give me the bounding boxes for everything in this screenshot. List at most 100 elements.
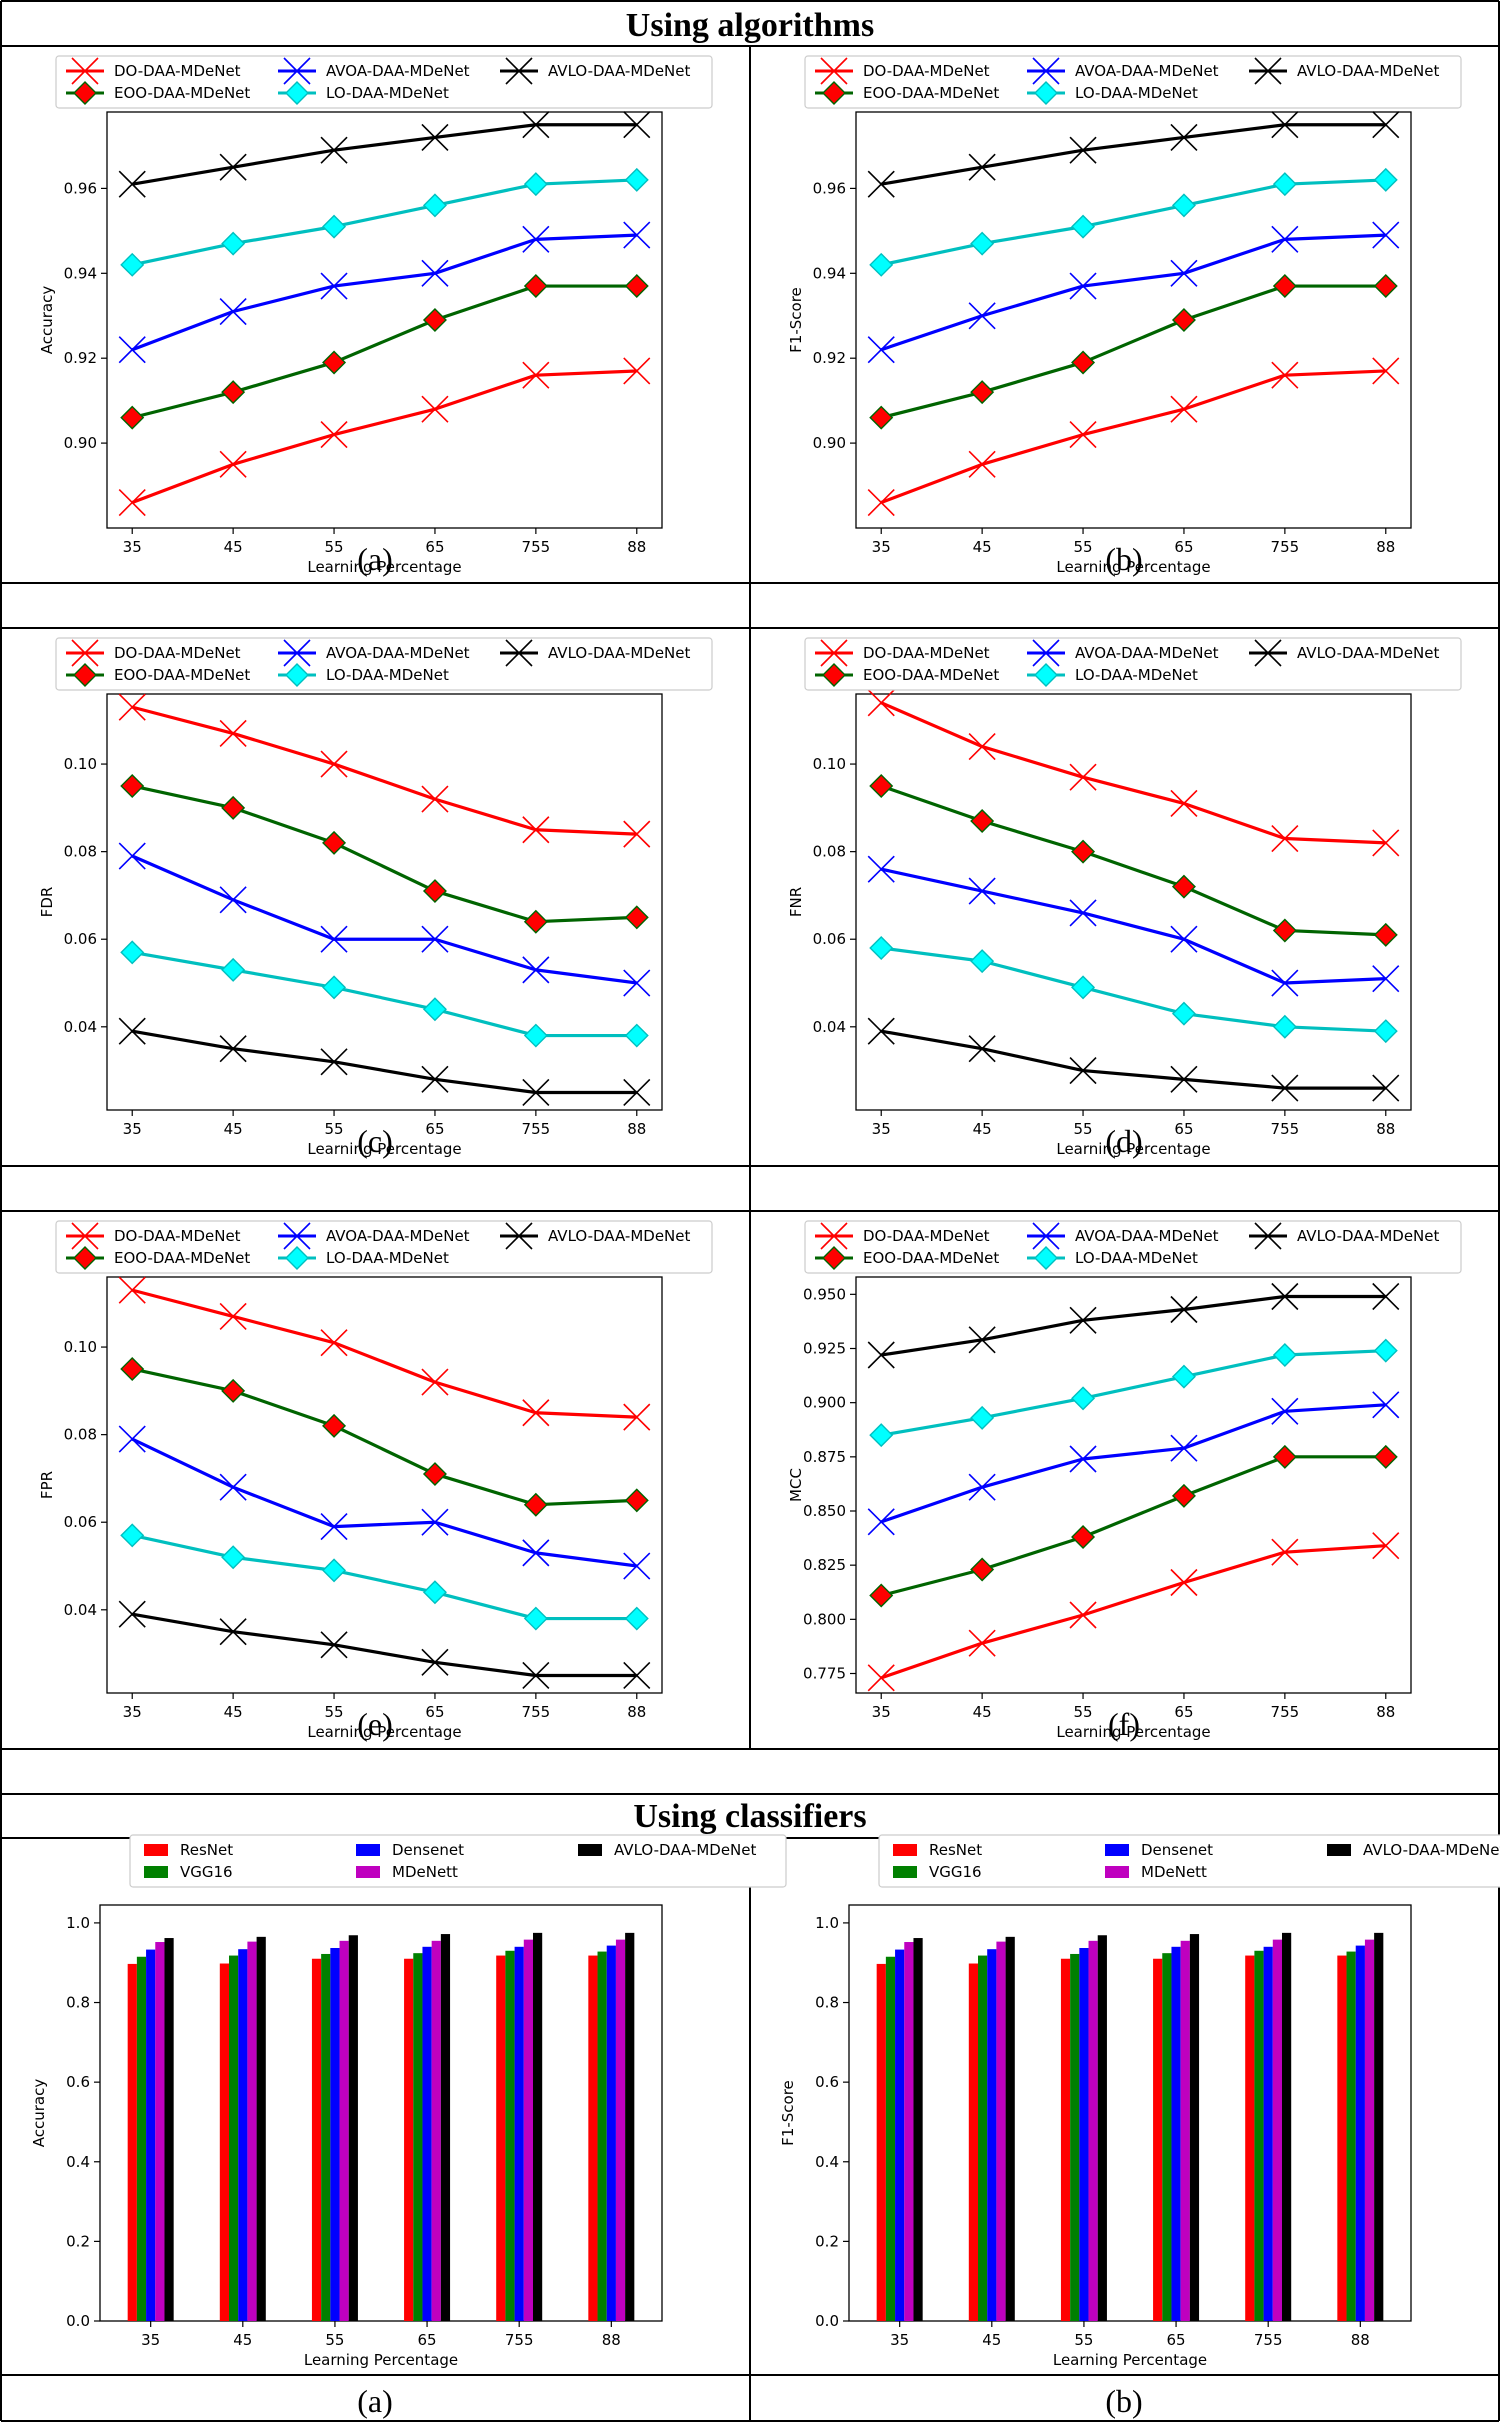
x-tick-label: 45 (973, 1120, 992, 1138)
legend-marker (1254, 639, 1282, 667)
bar (1005, 1936, 1015, 2321)
legend-box (55, 637, 713, 691)
bar (913, 1938, 923, 2321)
legend-label: MDeNett (392, 1863, 458, 1881)
bar (904, 1942, 914, 2321)
series-marker (1373, 167, 1398, 192)
x-tick-label: 45 (224, 1703, 243, 1721)
series-marker (522, 111, 550, 139)
bar (625, 1932, 635, 2321)
legend-swatch (1105, 1866, 1129, 1878)
x-tick-label: 35 (141, 2331, 160, 2349)
series-marker (869, 773, 894, 798)
series-marker (422, 193, 447, 218)
bar (256, 1936, 266, 2321)
legend-marker (820, 57, 848, 85)
series-marker (118, 693, 146, 721)
bar (1337, 1955, 1347, 2321)
bar (1088, 1940, 1098, 2321)
plot-area (99, 1904, 663, 2322)
series-marker (1171, 308, 1196, 332)
series-marker (869, 252, 894, 277)
series-marker (320, 750, 348, 778)
series-marker (118, 842, 146, 870)
series-marker (221, 1378, 246, 1403)
series-marker (118, 1425, 146, 1453)
series-marker (422, 1462, 447, 1487)
legend-label: ResNet (180, 1841, 233, 1859)
x-tick-label: 88 (1376, 1120, 1395, 1138)
series-marker (1272, 1444, 1297, 1469)
legend-marker (285, 1246, 309, 1270)
series-line (880, 784, 1386, 937)
legend-marker (71, 1222, 99, 1250)
legend-label: AVOA-DAA-MDeNet (326, 62, 470, 80)
series-marker (1069, 1601, 1097, 1629)
y-tick-label: 0.4 (815, 2153, 839, 2171)
bar (136, 1956, 147, 2321)
series-marker (523, 1606, 548, 1631)
y-tick-label: 0.90 (813, 434, 846, 452)
x-axis-label: Learning Percentage (1053, 2351, 1207, 2369)
x-tick-label: 55 (324, 538, 343, 556)
series-marker (867, 488, 895, 517)
x-tick-label: 65 (418, 2331, 437, 2349)
legend-label: VGG16 (929, 1863, 982, 1881)
series-marker (320, 1329, 348, 1357)
y-tick-label: 0.850 (803, 1502, 846, 1520)
bar (1355, 1945, 1365, 2321)
x-tick-label: 755 (1271, 1703, 1300, 1721)
legend-marker (283, 1222, 311, 1250)
series-marker (1372, 357, 1400, 385)
legend-marker (71, 57, 99, 85)
y-axis-label: F1-Score (787, 287, 805, 353)
series-line (131, 950, 637, 1038)
chart-alg-f: 0.775 0.800 0.825 0.850 0.875 0.900 0.925 0.950… (787, 1220, 1462, 1742)
series-marker (322, 830, 347, 855)
legend-marker (1034, 81, 1058, 105)
series-line (131, 1029, 637, 1095)
legend-label: LO-DAA-MDeNet (1075, 84, 1198, 102)
series-marker (1372, 965, 1400, 993)
series-marker (869, 935, 894, 960)
bar (1060, 1958, 1071, 2321)
series-marker (624, 274, 649, 299)
x-tick-label: 35 (123, 538, 142, 556)
series-marker (421, 259, 449, 287)
legend-label: AVOA-DAA-MDeNet (326, 1227, 470, 1245)
bar (1097, 1935, 1107, 2321)
series-marker (422, 879, 447, 904)
series-marker (970, 809, 995, 833)
series-marker (1170, 1295, 1198, 1324)
x-axis-label: Learning Percentage (1056, 558, 1210, 576)
legend-marker (820, 639, 848, 667)
legend-marker (505, 639, 533, 667)
series-marker (968, 1473, 996, 1501)
legend-label: AVLO-DAA-MDeNet (548, 62, 691, 80)
legend-marker (1032, 1222, 1060, 1250)
legend-box (804, 637, 1462, 691)
x-tick-label: 35 (123, 1703, 142, 1721)
legend-label: VGG16 (180, 1863, 233, 1881)
series-line (131, 284, 637, 420)
series-marker (867, 689, 895, 717)
series-line (880, 867, 1386, 985)
plot-area (855, 1276, 1412, 1694)
series-line (131, 1533, 637, 1621)
series-marker (1372, 1532, 1400, 1560)
series-marker (421, 123, 449, 152)
series-line (131, 1437, 637, 1568)
series-marker (1170, 1434, 1198, 1462)
series-line (880, 1544, 1386, 1680)
y-axis-label: Accuracy (30, 2079, 48, 2148)
legend-label: AVOA-DAA-MDeNet (1075, 62, 1219, 80)
series-marker (1272, 274, 1297, 299)
x-tick-label: 55 (1073, 538, 1092, 556)
legend-marker (73, 81, 97, 105)
series-marker (970, 1405, 995, 1430)
y-tick-label: 0.06 (64, 1513, 97, 1531)
series-marker (1069, 763, 1097, 791)
legend-swatch (1105, 1844, 1129, 1856)
series-marker (322, 214, 347, 239)
series-marker (1071, 1386, 1096, 1411)
